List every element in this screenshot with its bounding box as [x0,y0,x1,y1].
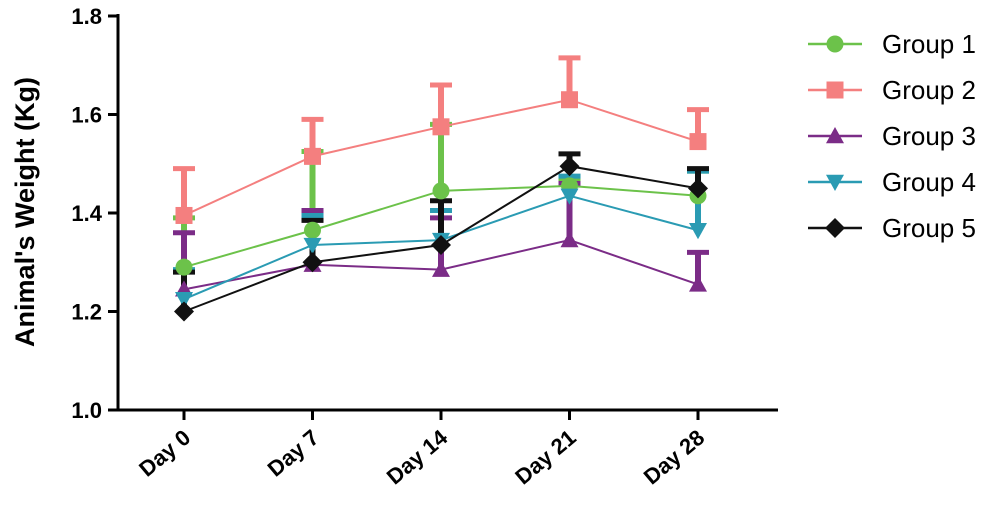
x-tick-label: Day 0 [134,425,195,482]
data-point [689,223,707,240]
legend-item-group-1: Group 1 [808,29,976,59]
y-tick-label: 1.2 [71,300,102,325]
series-line-group-2 [175,91,707,224]
data-point [432,182,450,200]
y-axis-label: Animal's Weight (Kg) [10,77,40,347]
data-point [175,258,193,276]
data-point [304,147,321,165]
data-point [431,235,451,256]
legend-label: Group 5 [882,213,976,243]
y-tick-label: 1.0 [71,398,102,423]
data-point [175,206,193,224]
data-point [175,291,193,309]
legend-marker [826,174,844,191]
series-line-group-5 [174,156,708,322]
x-tick-label: Day 14 [382,424,453,489]
data-point [560,188,579,205]
data-point [432,118,450,136]
data-point [560,231,579,248]
legend-marker [826,35,844,53]
x-tick-label: Day 7 [263,425,324,482]
legend: Group 1 Group 2 Group 3 Group 4 Group 5 [808,29,976,243]
y-tick-label: 1.4 [71,201,102,226]
x-tick-label: Day 28 [639,425,709,490]
data-point [303,237,322,255]
data-point [304,221,321,239]
data-point [561,91,578,109]
legend-item-group-3: Group 3 [808,121,976,151]
data-point [432,260,450,277]
legend-marker [826,127,844,144]
legend-label: Group 4 [882,167,976,197]
y-tick-label: 1.6 [71,103,102,128]
data-point [689,275,707,292]
legend-label: Group 1 [882,29,976,59]
legend-label: Group 2 [882,75,976,105]
legend-item-group-5: Group 5 [808,213,976,243]
data-point [689,133,707,151]
x-tick-label: Day 21 [510,425,580,490]
data-point [559,156,580,177]
legend-item-group-2: Group 2 [808,75,976,105]
data-point [302,252,323,273]
legend-marker [825,218,845,238]
series-layer [173,55,709,322]
data-point [688,178,708,199]
legend-marker [826,81,844,99]
legend-item-group-4: Group 4 [808,167,976,197]
legend-label: Group 3 [882,121,976,151]
data-point [174,301,194,322]
y-tick-label: 1.8 [71,4,102,29]
